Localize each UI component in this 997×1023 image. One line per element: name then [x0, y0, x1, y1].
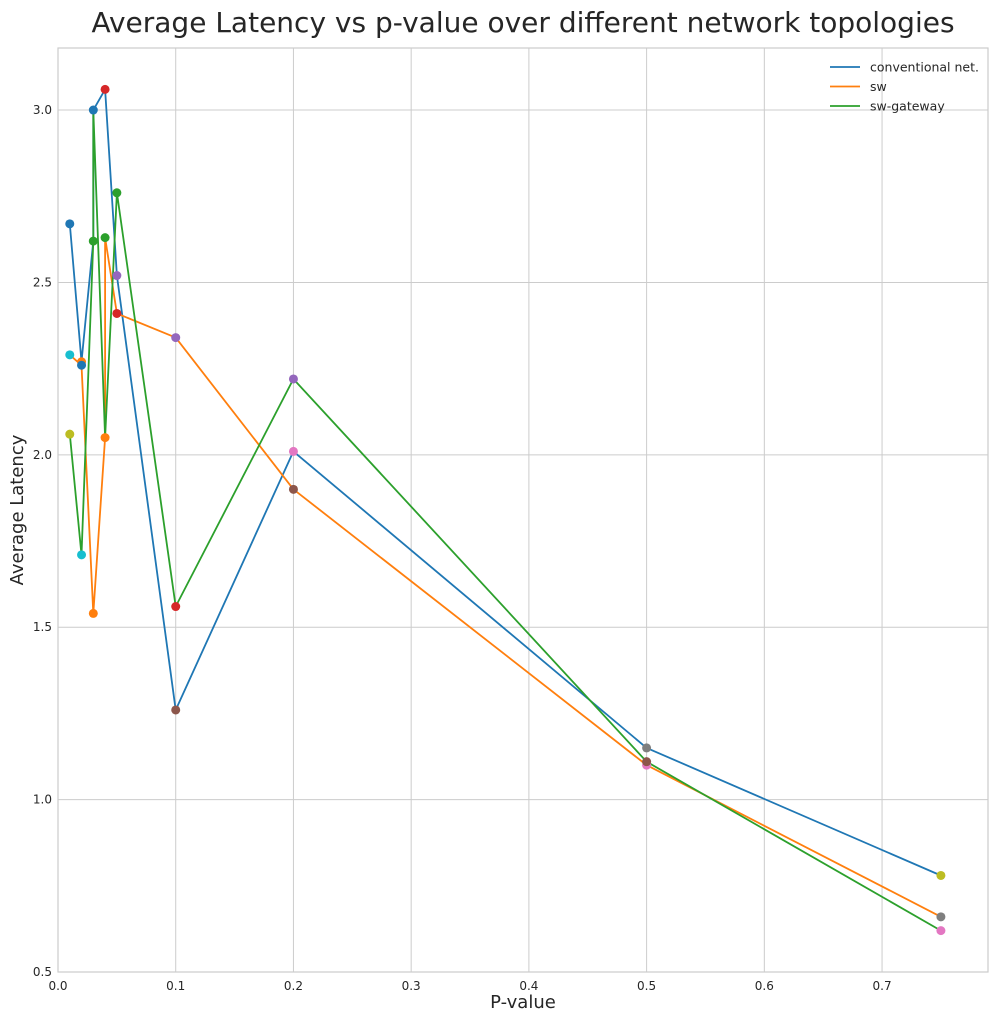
data-point: [936, 926, 946, 936]
series-lines: [68, 88, 942, 932]
series-line-2: [68, 109, 942, 932]
x-tick-label: 0.7: [873, 979, 892, 993]
data-point: [65, 350, 75, 360]
legend-label: sw-gateway: [870, 99, 945, 114]
series-line-0: [68, 88, 942, 877]
y-axis-ticks: 0.5 1.0 1.5 2.0 2.5 3.0: [33, 103, 52, 979]
data-point: [288, 446, 298, 456]
data-points: [65, 84, 946, 936]
x-tick-label: 0.2: [284, 979, 303, 993]
data-point: [112, 308, 122, 318]
legend: conventional net. sw sw-gateway: [830, 60, 979, 114]
y-tick-label: 3.0: [33, 103, 52, 117]
legend-label: sw: [870, 79, 887, 94]
data-point: [171, 705, 181, 715]
data-point: [77, 550, 87, 560]
data-point: [288, 484, 298, 494]
y-tick-label: 2.0: [33, 448, 52, 462]
data-point: [77, 360, 87, 370]
y-tick-label: 2.5: [33, 275, 52, 289]
series-line-1: [69, 236, 942, 918]
plot-frame: [57, 47, 989, 973]
x-tick-label: 0.6: [755, 979, 774, 993]
chart-title: Average Latency vs p-value over differen…: [91, 6, 954, 39]
x-axis-label: P-value: [490, 992, 556, 1013]
data-point: [65, 219, 75, 229]
data-point: [936, 912, 946, 922]
data-point: [642, 743, 652, 753]
data-point: [642, 757, 652, 767]
data-point: [112, 271, 122, 281]
data-point: [88, 105, 98, 115]
y-axis-label: Average Latency: [7, 434, 28, 585]
data-point: [88, 608, 98, 618]
data-point: [88, 236, 98, 246]
data-point: [171, 602, 181, 612]
data-point: [100, 84, 110, 94]
data-point: [100, 233, 110, 243]
data-point: [171, 333, 181, 343]
y-tick-label: 1.5: [33, 620, 52, 634]
x-tick-label: 0.5: [637, 979, 656, 993]
data-point: [65, 429, 75, 439]
data-point: [100, 433, 110, 443]
data-point: [288, 374, 298, 384]
data-point: [936, 870, 946, 880]
x-tick-label: 0.4: [519, 979, 538, 993]
x-tick-label: 0.1: [166, 979, 185, 993]
y-tick-label: 0.5: [33, 965, 52, 979]
x-tick-label: 0.0: [48, 979, 67, 993]
data-point: [112, 188, 122, 198]
y-tick-label: 1.0: [33, 793, 52, 807]
legend-label: conventional net.: [870, 60, 979, 75]
x-tick-label: 0.3: [402, 979, 421, 993]
x-axis-ticks: 0.0 0.1 0.2 0.3 0.4 0.5 0.6 0.7: [48, 979, 891, 993]
